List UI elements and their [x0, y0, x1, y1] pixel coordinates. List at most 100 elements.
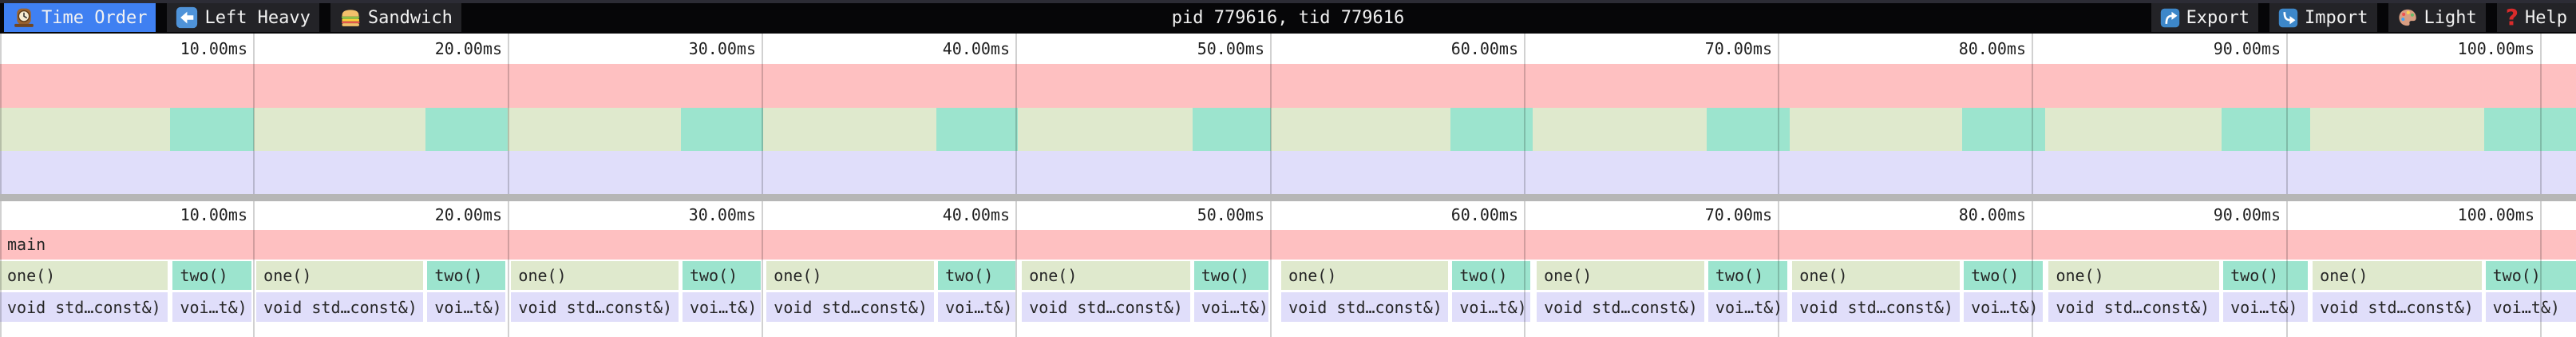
axis-tick-label: 60.00ms — [1450, 204, 1518, 224]
flame-cell-two[interactable]: two() — [427, 261, 505, 290]
flame-cell-one[interactable]: one() — [256, 261, 424, 290]
sandwich-icon — [339, 6, 362, 29]
minimap-two-block — [425, 108, 508, 151]
axis-tick-label: 70.00ms — [1704, 39, 1772, 58]
minimap-band-calls[interactable] — [0, 108, 2576, 151]
tab-time-order[interactable]: Time Order — [4, 3, 156, 32]
flame-cell-two[interactable]: two() — [172, 261, 252, 290]
axis-tick-label: 20.00ms — [434, 204, 502, 224]
tab-label: Sandwich — [367, 7, 453, 28]
flame-row-calls: one() two() one() two() one() two() one() two()… — [0, 261, 2576, 290]
tab-label: Time Order — [42, 7, 148, 28]
minimap-band-detail[interactable] — [0, 151, 2576, 194]
axis-tick-label: 80.00ms — [1958, 39, 2026, 58]
flame-cell-two-detail[interactable]: voi…t&) — [1707, 292, 1787, 322]
minimap-time-axis: 10.00ms 20.00ms 30.00ms 40.00ms 50.00ms 60.00… — [0, 34, 2576, 64]
clock-icon — [13, 6, 35, 29]
flame-cell-two[interactable]: two() — [2485, 261, 2576, 290]
flame-cell-one[interactable]: one() — [1792, 261, 1961, 290]
window-top-strip — [0, 0, 2576, 3]
action-label: Light — [2424, 7, 2477, 28]
flame-cell-one-detail[interactable]: void std…const&) — [2048, 292, 2220, 322]
axis-tick-label: 40.00ms — [942, 204, 1010, 224]
axis-tick-label: 70.00ms — [1704, 204, 1772, 224]
tab-sandwich[interactable]: Sandwich — [330, 3, 461, 32]
flamegraph-time-axis: 10.00ms 20.00ms 30.00ms 40.00ms 50.00ms 60.00… — [0, 201, 2576, 228]
axis-tick-label: 50.00ms — [1197, 204, 1264, 224]
action-label: Help — [2525, 7, 2567, 28]
minimap-two-block — [1707, 108, 1790, 151]
flame-cell-two[interactable]: two() — [1452, 261, 1531, 290]
minimap-two-block — [1192, 108, 1271, 151]
theme-toggle-button[interactable]: Light — [2388, 3, 2486, 32]
export-icon — [2160, 8, 2180, 28]
flame-cell-two-detail[interactable]: voi…t&) — [1964, 292, 2043, 322]
flame-cell-one[interactable]: one() — [1281, 261, 1449, 290]
flame-cell-two-detail[interactable]: voi…t&) — [1193, 292, 1268, 322]
flame-cell-one[interactable]: one() — [0, 261, 168, 290]
flame-cell-one[interactable]: one() — [511, 261, 679, 290]
import-icon — [2278, 8, 2298, 28]
flame-cell-two[interactable]: two() — [1964, 261, 2043, 290]
axis-tick-label: 60.00ms — [1450, 39, 1518, 58]
axis-tick-label: 30.00ms — [688, 39, 756, 58]
flame-cell-two[interactable]: two() — [1193, 261, 1268, 290]
axis-tick-label: 10.00ms — [180, 39, 247, 58]
flame-cell-two[interactable]: two() — [682, 261, 761, 290]
action-label: Export — [2186, 7, 2250, 28]
minimap-two-block — [170, 108, 255, 151]
flame-cell-two[interactable]: two() — [2223, 261, 2308, 290]
axis-tick-label: 90.00ms — [2213, 39, 2281, 58]
flame-cell-two-detail[interactable]: voi…t&) — [172, 292, 252, 322]
help-button[interactable]: ? Help — [2496, 3, 2576, 32]
flame-cell-one-detail[interactable]: void std…const&) — [1281, 292, 1449, 322]
axis-tick-label: 100.00ms — [2457, 204, 2534, 224]
export-button[interactable]: Export — [2151, 3, 2259, 32]
import-button[interactable]: Import — [2269, 3, 2377, 32]
flame-cell-two-detail[interactable]: voi…t&) — [2485, 292, 2576, 322]
minimap-band-main[interactable] — [0, 64, 2576, 108]
flame-cell-one-detail[interactable]: void std…const&) — [1792, 292, 1961, 322]
flame-cell-one[interactable]: one() — [1537, 261, 1705, 290]
flame-cell-one-detail[interactable]: void std…const&) — [0, 292, 168, 322]
flame-cell-one[interactable]: one() — [2313, 261, 2482, 290]
axis-tick-label: 50.00ms — [1197, 39, 1264, 58]
flame-cell-two[interactable]: two() — [938, 261, 1016, 290]
flame-row-detail: void std…const&) voi…t&) void std…const&) v… — [0, 292, 2576, 322]
help-icon: ? — [2505, 4, 2519, 30]
flame-cell-two-detail[interactable]: voi…t&) — [2223, 292, 2308, 322]
palette-icon — [2397, 7, 2418, 28]
flame-cell-two-detail[interactable]: voi…t&) — [682, 292, 761, 322]
flame-cell-one[interactable]: one() — [766, 261, 935, 290]
minimap-two-block — [681, 108, 763, 151]
minimap-two-block — [2483, 108, 2576, 151]
flame-cell-one-detail[interactable]: void std…const&) — [2313, 292, 2482, 322]
flame-cell-two[interactable]: two() — [1707, 261, 1787, 290]
view-tabs: Time Order Left Heavy Sandw — [4, 3, 461, 32]
flame-cell-one[interactable]: one() — [1022, 261, 1190, 290]
axis-tick-label: 80.00ms — [1958, 204, 2026, 224]
flame-cell-two-detail[interactable]: voi…t&) — [938, 292, 1016, 322]
flame-cell-one-detail[interactable]: void std…const&) — [511, 292, 679, 322]
minimap-two-block — [1450, 108, 1533, 151]
minimap-two-block — [2222, 108, 2310, 151]
flame-cell-one-detail[interactable]: void std…const&) — [256, 292, 424, 322]
action-label: Import — [2305, 7, 2368, 28]
flame-cell-two-detail[interactable]: voi…t&) — [1452, 292, 1531, 322]
flame-cell-two-detail[interactable]: voi…t&) — [427, 292, 505, 322]
flame-cell-one-detail[interactable]: void std…const&) — [1537, 292, 1705, 322]
tab-left-heavy[interactable]: Left Heavy — [167, 3, 319, 32]
minimap-two-block — [936, 108, 1019, 151]
axis-tick-label: 20.00ms — [434, 39, 502, 58]
toolbar-actions: Export Import Li — [2151, 3, 2576, 32]
flame-cell-one-detail[interactable]: void std…const&) — [1022, 292, 1190, 322]
flame-row-main[interactable]: main — [0, 230, 2576, 260]
axis-tick-label: 10.00ms — [180, 204, 247, 224]
tab-label: Left Heavy — [204, 7, 311, 28]
axis-tick-label: 30.00ms — [688, 204, 756, 224]
flame-cell-one-detail[interactable]: void std…const&) — [766, 292, 935, 322]
toolbar: Time Order Left Heavy Sandw — [0, 0, 2576, 34]
flame-cell-one[interactable]: one() — [2048, 261, 2220, 290]
axis-tick-label: 90.00ms — [2213, 204, 2281, 224]
axis-tick-label: 100.00ms — [2457, 39, 2534, 58]
